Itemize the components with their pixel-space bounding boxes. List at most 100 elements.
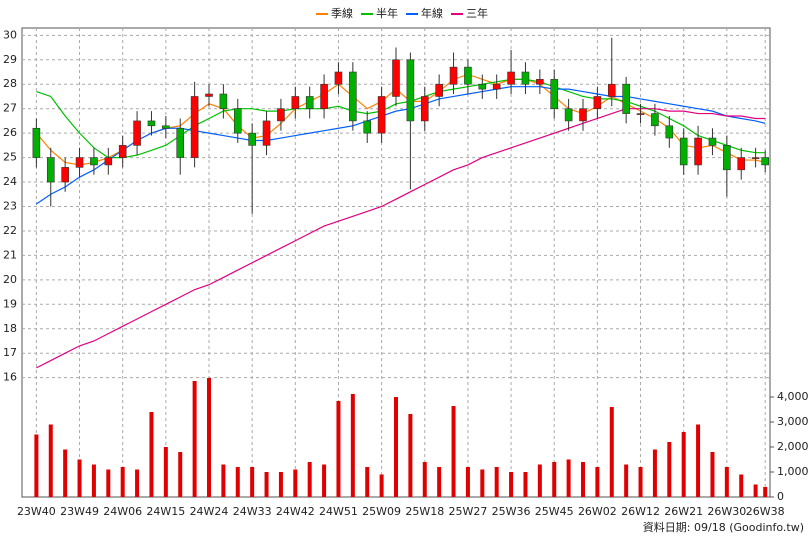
candle-body <box>61 167 69 183</box>
volume-bar <box>552 462 557 497</box>
candle-body <box>521 71 530 85</box>
volume-bar <box>537 464 542 497</box>
x-tick-label: 25W18 <box>405 505 444 518</box>
y-tick-label: 26 <box>3 126 17 139</box>
candle-body <box>377 96 386 134</box>
candle-body <box>550 79 559 109</box>
volume-bar <box>710 452 715 497</box>
candle-body <box>147 120 156 127</box>
volume-bar <box>652 449 657 497</box>
legend-label: 半年 <box>376 6 398 20</box>
volume-bar <box>480 469 485 497</box>
y2-tick-label: 2,000 <box>777 440 808 453</box>
volume-bar <box>264 472 269 497</box>
x-tick-label: 24W51 <box>319 505 358 518</box>
candle-body <box>449 66 458 85</box>
volume-bar <box>350 394 355 497</box>
candle-body <box>219 93 228 109</box>
x-tick-label: 26W12 <box>621 505 660 518</box>
candle-body <box>761 157 770 166</box>
volume-bar <box>609 407 614 497</box>
y-tick-label: 25 <box>3 151 17 164</box>
volume-bar <box>379 474 384 497</box>
candle-body <box>363 120 372 134</box>
volume-bar <box>307 462 312 497</box>
volume-bar <box>293 469 298 497</box>
volume-bar <box>681 432 686 497</box>
candle-body <box>478 83 487 90</box>
volume-bar <box>322 464 327 497</box>
candle-body <box>579 108 587 122</box>
candle-body <box>636 113 645 115</box>
y2-tick-label: 3,000 <box>777 415 808 428</box>
volume-bar <box>595 467 600 497</box>
candle-body <box>305 96 314 109</box>
volume-bar <box>739 474 744 497</box>
volume-bar <box>336 401 341 497</box>
y-tick-label: 16 <box>3 371 17 384</box>
candle-body <box>723 145 731 171</box>
volume-bar <box>667 442 672 497</box>
volume-bar <box>250 467 255 497</box>
volume-bar <box>581 462 585 497</box>
candle-body <box>406 59 415 122</box>
x-tick-label: 24W33 <box>233 505 272 518</box>
volume-bar <box>192 381 197 497</box>
x-tick-label: 25W27 <box>448 505 487 518</box>
legend-label: 年線 <box>421 6 443 20</box>
candle-body <box>190 96 199 158</box>
moving-average-line <box>36 108 766 369</box>
volume-bar <box>106 469 111 497</box>
x-tick-label: 24W06 <box>103 505 142 518</box>
volume-bar <box>163 447 168 497</box>
data-date-note: 資料日期: 09/18 (Goodinfo.tw) <box>643 520 804 534</box>
candle-body <box>262 120 271 146</box>
volume-bar <box>523 472 528 497</box>
y-tick-label: 30 <box>3 28 17 41</box>
volume-bar <box>696 424 701 497</box>
y-tick-label: 27 <box>3 102 17 115</box>
candle-body <box>464 66 472 85</box>
volume-bar <box>91 464 96 497</box>
y-tick-label: 21 <box>3 248 17 261</box>
volume-bar <box>34 434 39 497</box>
volume-bar <box>624 464 629 497</box>
y2-tick-label: 4,000 <box>777 390 808 403</box>
candle-body <box>133 120 141 146</box>
candle-body <box>392 59 400 97</box>
x-tick-label: 26W21 <box>664 505 703 518</box>
candle-body <box>46 157 55 183</box>
candle-body <box>607 83 616 97</box>
candle-body <box>75 157 84 168</box>
volume-bar <box>465 467 470 497</box>
volume-bar <box>77 459 82 497</box>
candle-body <box>651 113 659 127</box>
y-tick-label: 24 <box>3 175 17 188</box>
candle-body <box>205 93 213 97</box>
x-tick-label: 24W15 <box>146 505 185 518</box>
volume-bar <box>763 487 768 497</box>
candle-body <box>176 127 185 158</box>
volume-bar <box>422 462 427 497</box>
candle-body <box>104 157 113 166</box>
x-tick-label: 24W42 <box>276 505 315 518</box>
candle-body <box>751 157 760 159</box>
candle-body <box>492 83 501 90</box>
volume-bar <box>408 414 413 497</box>
x-tick-label: 26W02 <box>578 505 617 518</box>
y-tick-label: 19 <box>3 297 17 310</box>
candle-body <box>665 125 674 139</box>
candle-body <box>118 145 127 158</box>
volume-bar <box>120 467 125 497</box>
volume-bar <box>638 467 643 497</box>
candle-body <box>248 132 256 146</box>
x-tick-label: 25W09 <box>362 505 401 518</box>
volume-bar <box>149 412 154 497</box>
candle-body <box>737 157 746 171</box>
x-tick-label: 25W36 <box>492 505 531 518</box>
candle-body <box>593 96 602 109</box>
volume-bar <box>509 472 514 497</box>
volume-bar <box>494 467 499 497</box>
candle-body <box>507 71 515 85</box>
